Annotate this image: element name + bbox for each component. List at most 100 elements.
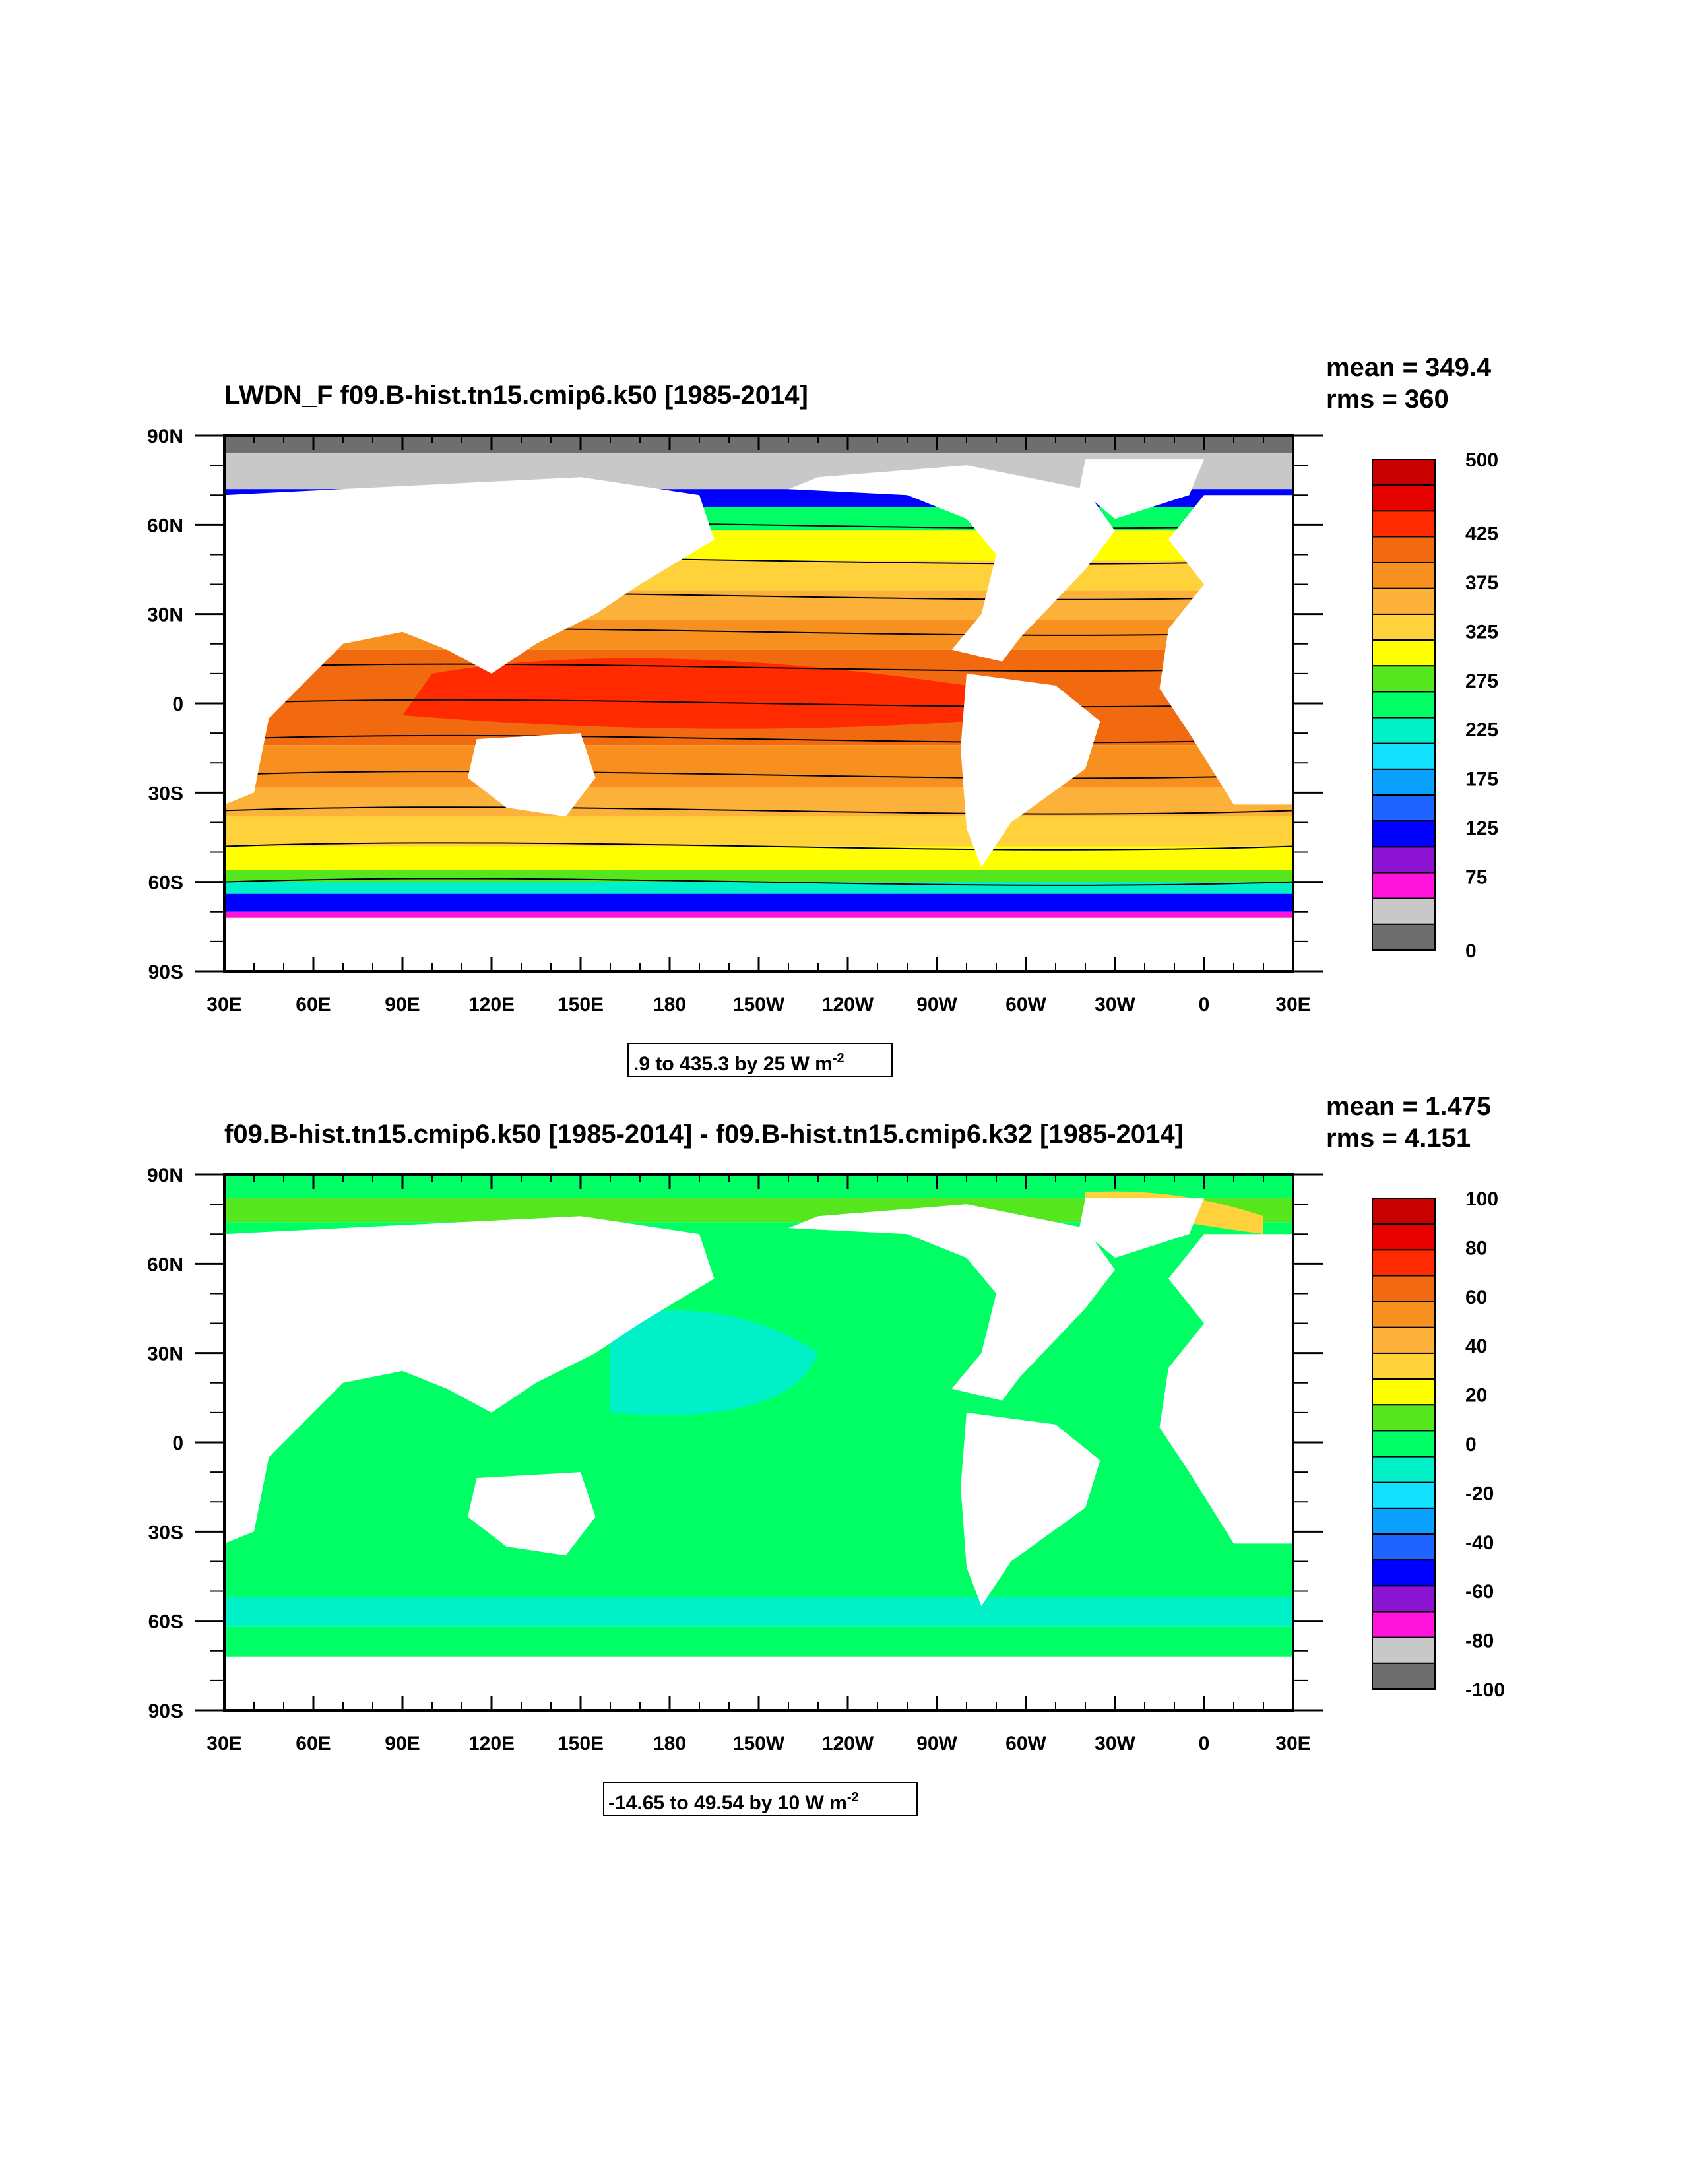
x-tick-label: 90E	[385, 1733, 420, 1754]
x-tick-label: 30E	[1275, 1733, 1310, 1754]
contour-line	[224, 878, 1293, 886]
y-tick-label: 30S	[148, 1522, 183, 1543]
colorbar-swatch	[1372, 1585, 1436, 1613]
range-box	[603, 1782, 918, 1816]
y-tick-label: 90S	[148, 961, 183, 983]
y-tick-label: 60S	[148, 1611, 183, 1633]
contour-line	[224, 771, 1293, 779]
colorbar-swatch	[1372, 923, 1436, 951]
land-polygon	[224, 477, 715, 805]
y-tick-label: 0	[172, 1432, 183, 1454]
contour-line	[224, 806, 1293, 815]
field-band	[224, 846, 1293, 870]
colorbar-label: 175	[1465, 769, 1498, 790]
colorbar: 500 425 375 325 275 225 175 125 75 0	[1372, 449, 1498, 962]
y-tick-label: 90S	[148, 1700, 183, 1722]
colorbar-swatch	[1372, 536, 1436, 563]
colorbar-label: 125	[1465, 818, 1498, 839]
x-tick-label: 150W	[733, 1733, 785, 1754]
colorbar-swatch	[1372, 1198, 1436, 1225]
land-polygon	[1159, 495, 1293, 805]
colorbar-label: 0	[1465, 940, 1477, 962]
x-tick-label: 150E	[558, 994, 604, 1015]
colorbar-swatch	[1372, 768, 1436, 796]
mean-stat: mean = 1.475	[1326, 1092, 1491, 1121]
y-tick-label: 0	[172, 693, 183, 715]
colorbar-swatch	[1372, 1430, 1436, 1458]
rms-stat: rms = 360	[1326, 385, 1449, 414]
x-tick-label: 120W	[822, 1733, 874, 1754]
colorbar-swatch	[1372, 562, 1436, 589]
colorbar-label: 80	[1465, 1237, 1487, 1259]
land-polygon	[1079, 459, 1204, 519]
x-tick-label: 150E	[558, 1733, 604, 1754]
colorbar-swatch	[1372, 459, 1436, 486]
colorbar-swatch	[1372, 1249, 1436, 1277]
range-box	[627, 1043, 893, 1077]
colorbar-label: -100	[1465, 1679, 1505, 1701]
x-tick-label: 90E	[385, 994, 420, 1015]
colorbar-swatch	[1372, 846, 1436, 874]
colorbar: 100 80 60 40 20 0 -20 -40 -60 -80 -100	[1372, 1188, 1505, 1701]
contour-line	[224, 734, 1293, 744]
field-band	[224, 745, 1293, 787]
colorbar-label: 60	[1465, 1287, 1487, 1308]
colorbar-label: 40	[1465, 1335, 1487, 1357]
land-polygon	[1079, 1198, 1204, 1258]
axis-ticks: 30E 60E 90E 120E 150E 180 150W 120W 90W 60W 30W 0 30…	[147, 426, 1323, 1015]
y-tick-label: 90N	[147, 1165, 183, 1186]
bottom-panel: f09.B-hist.tn15.cmip6.k50 [1985-2014] - …	[0, 739, 1689, 1834]
anomaly-region	[610, 1310, 818, 1415]
y-tick-label: 60N	[147, 1254, 183, 1275]
x-tick-label: 120E	[468, 1733, 515, 1754]
colorbar-label: -20	[1465, 1483, 1494, 1504]
colorbar-swatch	[1372, 1326, 1436, 1354]
colorbar-label: -60	[1465, 1581, 1494, 1603]
difference-map-chart: f09.B-hist.tn15.cmip6.k50 [1985-2014] - …	[147, 1092, 1505, 1816]
colorbar-label: 225	[1465, 719, 1498, 741]
colorbar-swatch	[1372, 1636, 1436, 1664]
chart-title: LWDN_F f09.B-hist.tn15.cmip6.k50 [1985-2…	[224, 381, 808, 410]
colorbar-swatch	[1372, 639, 1436, 667]
x-tick-label: 30W	[1095, 1733, 1135, 1754]
land-polygon	[788, 1204, 1115, 1401]
colorbar-swatch	[1372, 1662, 1436, 1690]
colorbar-label: 75	[1465, 866, 1487, 888]
x-tick-label: 0	[1199, 1733, 1210, 1754]
x-tick-label: 60W	[1005, 1733, 1046, 1754]
x-tick-label: 90W	[916, 1733, 957, 1754]
colorbar-label: 100	[1465, 1188, 1498, 1210]
colorbar-swatch	[1372, 1404, 1436, 1432]
field-band	[224, 816, 1293, 847]
x-tick-label: 60E	[296, 994, 331, 1015]
colorbar-label: 425	[1465, 523, 1498, 545]
colorbar-swatch	[1372, 1378, 1436, 1406]
mean-stat: mean = 349.4	[1326, 353, 1492, 382]
colorbar-swatch	[1372, 484, 1436, 512]
range-label: -14.65 to 49.54 by 10 W m-2	[608, 1790, 859, 1814]
axis-ticks: 30E 60E 90E 120E 150E 180 150W 120W 90W 60W 30W 0 30…	[147, 1165, 1323, 1754]
rms-stat: rms = 4.151	[1326, 1124, 1471, 1153]
colorbar-label: 275	[1465, 670, 1498, 692]
colorbar-swatch	[1372, 1611, 1436, 1638]
x-tick-label: 60W	[1005, 994, 1046, 1015]
contour-line	[224, 699, 1293, 708]
colorbar-swatch	[1372, 1456, 1436, 1483]
colorbar-label: -40	[1465, 1532, 1494, 1554]
x-tick-label: 120E	[468, 994, 515, 1015]
colorbar-label: 0	[1465, 1434, 1477, 1456]
colorbar-swatch	[1372, 1275, 1436, 1302]
colorbar-swatch	[1372, 1533, 1436, 1561]
colorbar-label: 500	[1465, 449, 1498, 471]
contour-line	[224, 842, 1293, 851]
field-band	[224, 1597, 1293, 1627]
colorbar-swatch	[1372, 872, 1436, 899]
field-band	[224, 893, 1293, 912]
land-polygon	[961, 1412, 1100, 1607]
colorbar-swatch	[1372, 1507, 1436, 1535]
colorbar-label: -80	[1465, 1630, 1494, 1652]
x-tick-label: 30E	[207, 994, 241, 1015]
colorbar-swatch	[1372, 717, 1436, 744]
x-tick-label: 120W	[822, 994, 874, 1015]
x-tick-label: 30E	[1275, 994, 1310, 1015]
